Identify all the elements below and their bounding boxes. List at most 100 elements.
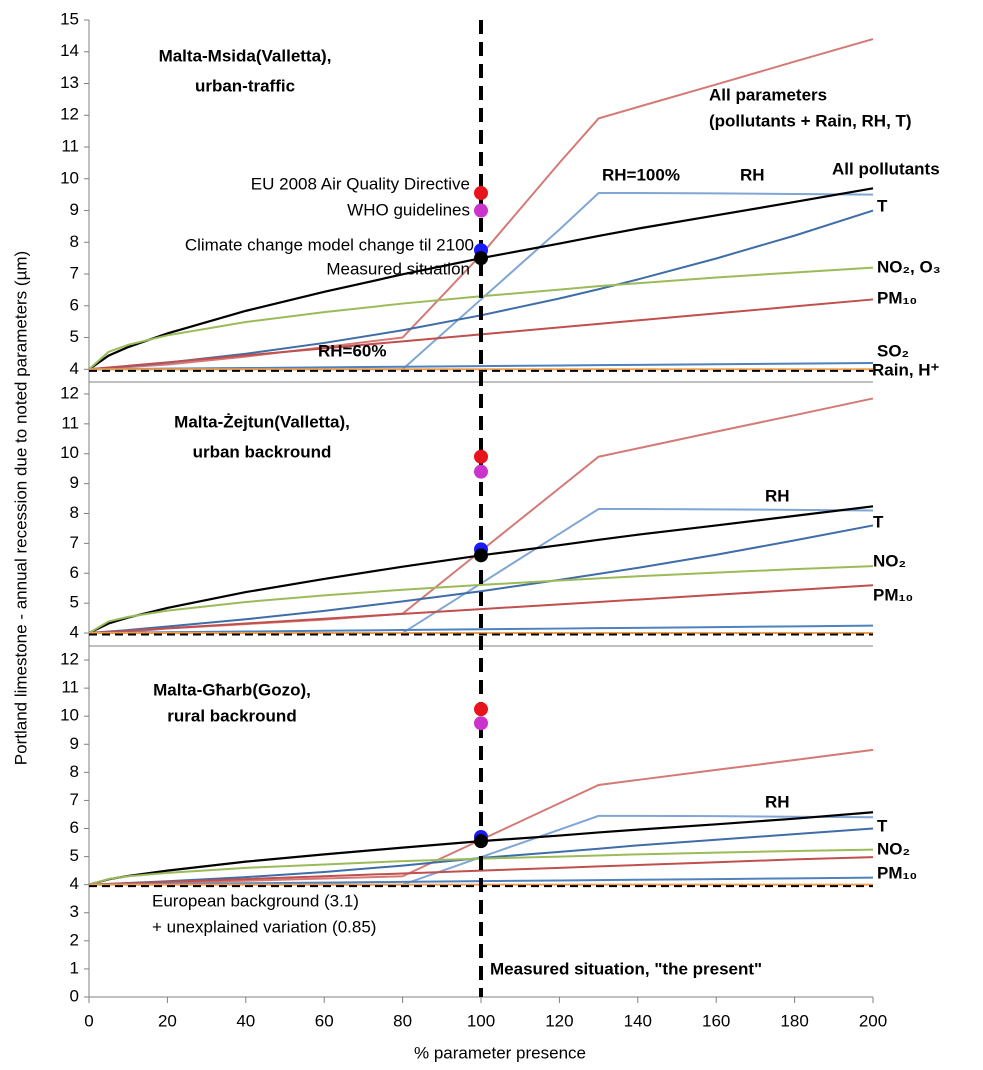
y-tick-label: 12 xyxy=(60,650,79,669)
x-tick-label: 60 xyxy=(315,1011,334,1030)
y-tick-label: 4 xyxy=(70,359,79,378)
y-tick-label: 13 xyxy=(60,73,79,92)
annotation: + unexplained variation (0.85) xyxy=(152,917,376,936)
series-label: PM₁₀ xyxy=(877,863,917,882)
annotation: (pollutants + Rain, RH, T) xyxy=(709,111,912,130)
y-tick-label: 9 xyxy=(70,473,79,492)
y-tick-label: 12 xyxy=(60,383,79,402)
annotation: Measured situation, "the present" xyxy=(490,959,762,978)
point xyxy=(474,702,488,717)
y-tick-label: 4 xyxy=(70,623,79,642)
y-tick-label: 6 xyxy=(70,295,79,314)
y-tick-label: 8 xyxy=(70,762,79,781)
y-tick-label: 6 xyxy=(70,563,79,582)
y-tick-label: 11 xyxy=(61,413,79,432)
series-line xyxy=(88,848,874,886)
y-tick-label: 0 xyxy=(70,986,79,1005)
x-tick-label: 20 xyxy=(158,1011,177,1030)
series-label: RH xyxy=(765,792,790,811)
y-tick-label: 2 xyxy=(70,930,79,949)
series-line xyxy=(88,856,874,886)
y-tick-label: 11 xyxy=(61,678,79,697)
series-label: RH xyxy=(765,486,790,505)
series-line xyxy=(88,38,874,371)
x-tick-label: 100 xyxy=(467,1011,495,1030)
point-label: EU 2008 Air Quality Directive xyxy=(251,174,470,193)
annotation: European background (3.1) xyxy=(152,891,359,910)
annotation: urban backround xyxy=(193,442,332,461)
y-tick-label: 11 xyxy=(61,137,79,156)
y-tick-label: 5 xyxy=(70,327,79,346)
annotation: rural backround xyxy=(167,706,296,725)
series-label: PM₁₀ xyxy=(877,288,917,307)
y-axis-title: Portland limestone - annual recession du… xyxy=(11,251,30,765)
y-tick-label: 10 xyxy=(60,706,79,725)
series-label: T xyxy=(877,816,888,835)
series-label: T xyxy=(873,512,884,531)
y-tick-label: 10 xyxy=(60,443,79,462)
x-tick-label: 140 xyxy=(624,1011,652,1030)
point xyxy=(474,186,488,201)
y-tick-label: 8 xyxy=(70,232,79,251)
x-tick-label: 120 xyxy=(545,1011,573,1030)
y-tick-label: 1 xyxy=(70,958,79,977)
point-label: Climate change model change til 2100 xyxy=(185,235,474,254)
y-tick-label: 7 xyxy=(70,790,79,809)
annotation: Malta-Msida(Valletta), xyxy=(159,46,332,65)
series-label: Rain, H⁺ xyxy=(872,360,940,379)
series-line xyxy=(88,565,874,634)
y-tick-label: 7 xyxy=(70,533,79,552)
point xyxy=(474,548,488,563)
point xyxy=(474,834,488,849)
point-label: WHO guidelines xyxy=(347,200,470,219)
annotation: RH=100% xyxy=(602,165,680,184)
series-label: T xyxy=(877,196,888,215)
y-tick-label: 3 xyxy=(70,902,79,921)
x-tick-label: 180 xyxy=(780,1011,808,1030)
point xyxy=(474,251,488,266)
annotation: urban-traffic xyxy=(195,76,295,95)
series-label: All parameters xyxy=(709,85,827,104)
y-tick-label: 6 xyxy=(70,818,79,837)
y-tick-label: 5 xyxy=(70,593,79,612)
annotation: RH=60% xyxy=(318,341,387,360)
y-tick-label: 15 xyxy=(60,9,79,28)
series-label: NO₂, O₃ xyxy=(877,257,941,276)
point xyxy=(474,449,488,464)
x-tick-label: 80 xyxy=(393,1011,412,1030)
point xyxy=(474,716,488,731)
y-tick-label: 8 xyxy=(70,503,79,522)
annotation: Malta-Żejtun(Valletta), xyxy=(174,412,350,431)
series-label: NO₂ xyxy=(877,839,910,858)
x-tick-label: 160 xyxy=(702,1011,730,1030)
series-label: NO₂ xyxy=(873,551,906,570)
x-axis-title: % parameter presence xyxy=(414,1043,586,1062)
y-tick-label: 9 xyxy=(70,200,79,219)
annotation: Malta-Għarb(Gozo), xyxy=(153,680,311,699)
y-tick-label: 12 xyxy=(60,105,79,124)
point xyxy=(474,203,488,218)
y-tick-label: 14 xyxy=(60,41,79,60)
x-tick-label: 40 xyxy=(236,1011,255,1030)
y-tick-label: 9 xyxy=(70,734,79,753)
series-line xyxy=(89,814,874,886)
point-label: Measured situation xyxy=(326,259,470,278)
series-line xyxy=(88,187,874,371)
series-label: PM₁₀ xyxy=(873,585,913,604)
y-tick-label: 5 xyxy=(70,846,79,865)
y-tick-label: 10 xyxy=(60,168,79,187)
x-tick-label: 200 xyxy=(859,1011,887,1030)
series-line xyxy=(88,266,874,371)
series-line xyxy=(88,298,874,371)
y-tick-label: 7 xyxy=(70,264,79,283)
series-line xyxy=(88,397,874,635)
series-line xyxy=(88,584,874,635)
series-label: RH xyxy=(740,165,765,184)
series-label: All pollutants xyxy=(832,159,940,178)
series-label: SO₂ xyxy=(877,341,909,360)
point xyxy=(474,464,488,479)
y-tick-label: 4 xyxy=(70,874,79,893)
x-tick-label: 0 xyxy=(84,1011,93,1030)
